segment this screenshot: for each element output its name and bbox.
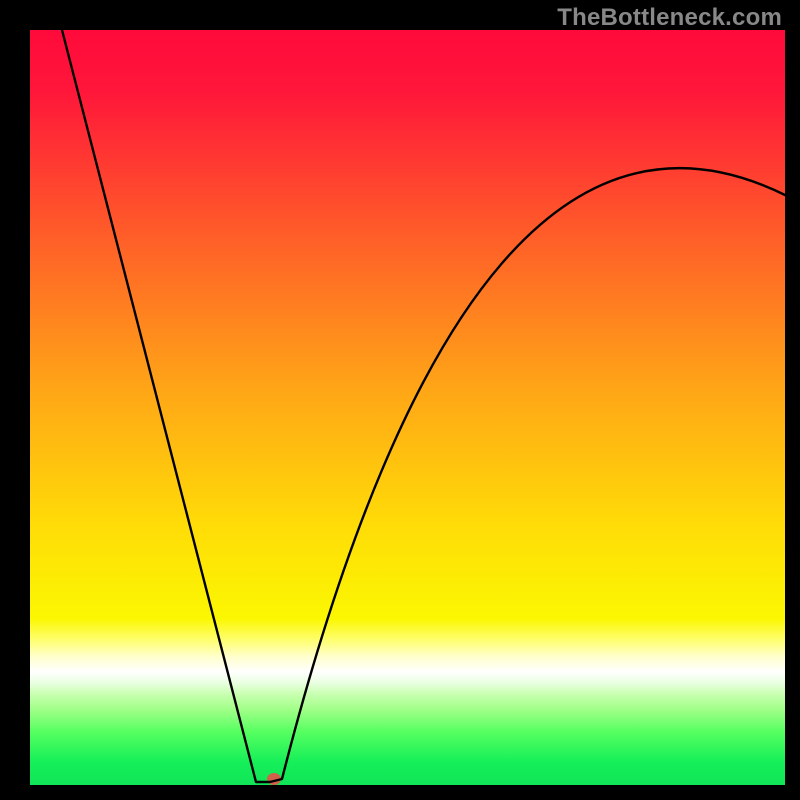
watermark-text: TheBottleneck.com — [557, 4, 782, 32]
chart-container: TheBottleneck.com — [0, 0, 800, 800]
vertex-marker — [267, 773, 281, 785]
plot-area — [30, 30, 785, 785]
